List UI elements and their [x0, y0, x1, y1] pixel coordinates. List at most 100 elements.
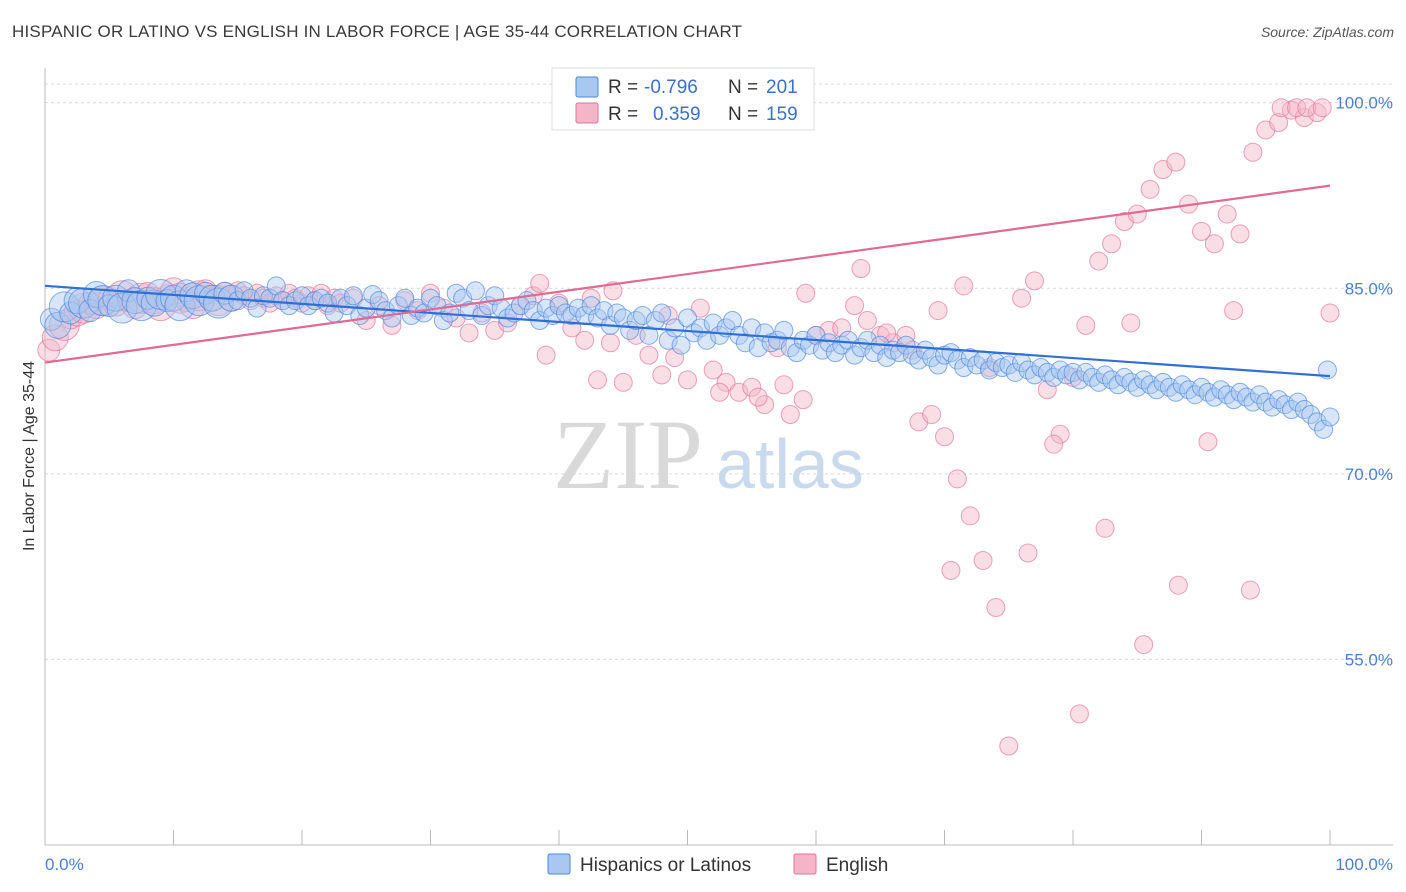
english-point [603, 281, 623, 301]
english-point [1230, 224, 1250, 244]
y-tick-labels: 55.0% 70.0% 85.0% 100.0% [1335, 94, 1393, 670]
english-point [729, 382, 749, 402]
english-point [1217, 204, 1237, 224]
hispanic-point [1153, 372, 1173, 392]
english-point [1224, 301, 1244, 321]
legend-n-label-hispanic: N = [728, 77, 758, 98]
hispanic-point [658, 330, 678, 350]
legend-r-value-hispanic: -0.796 [644, 77, 698, 98]
english-point [1269, 113, 1289, 133]
hispanic-point [279, 296, 299, 316]
y-axis-title: In Labor Force | Age 35-44 [21, 361, 38, 551]
english-point [588, 370, 608, 390]
hispanic-point [1114, 367, 1134, 387]
english-point [742, 377, 762, 397]
english-point [1121, 313, 1141, 333]
english-point [678, 370, 697, 390]
english-point [954, 276, 974, 296]
english-point [941, 560, 961, 580]
hispanic-point [1095, 365, 1115, 385]
hispanic-point [421, 288, 440, 308]
english-point [600, 333, 620, 353]
hispanic-point [581, 296, 601, 316]
english-point [1037, 380, 1057, 400]
english-trend-line [44, 184, 1331, 364]
hispanic-point [164, 290, 196, 322]
hispanic-point [1134, 370, 1154, 390]
hispanic-points [39, 276, 1340, 439]
hispanic-point [311, 288, 331, 308]
legend-r-label-hispanic: R = [608, 77, 638, 98]
hispanic-point [395, 288, 415, 308]
english-point [796, 283, 816, 303]
hispanic-point [774, 320, 794, 340]
hispanic-point [39, 307, 63, 331]
legend-n-label-english: N = [728, 104, 758, 125]
hispanic-point [915, 340, 935, 360]
hispanic-point [247, 298, 267, 318]
english-point [1312, 98, 1332, 118]
english-point [311, 283, 331, 303]
english-point [1204, 234, 1224, 254]
english-point [1271, 98, 1291, 118]
english-point [530, 273, 550, 293]
bottom-legend-swatch-hispanic [547, 853, 571, 875]
english-point [1134, 635, 1154, 655]
english-point [1018, 543, 1038, 563]
english-point [877, 323, 897, 343]
english-point [1243, 142, 1263, 162]
english-point [851, 259, 871, 279]
english-point [1320, 303, 1340, 323]
english-point [1102, 234, 1122, 254]
hispanic-trend-line [44, 284, 1331, 378]
hispanic-point [1314, 419, 1334, 439]
hispanic-point [1211, 380, 1231, 400]
hispanic-point [607, 303, 627, 323]
legend-n-value-english: 159 [766, 104, 798, 125]
axes [44, 68, 1393, 846]
english-point [1024, 271, 1044, 291]
hispanic-point [1192, 377, 1211, 397]
english-point [928, 301, 948, 321]
y-tick-label: 85.0% [1345, 279, 1393, 298]
hispanic-point [710, 325, 730, 345]
english-point [832, 318, 852, 338]
english-point [999, 736, 1019, 756]
hispanic-point [665, 318, 685, 338]
legend-swatch-hispanic [575, 76, 599, 98]
bottom-legend-swatch-english [793, 853, 817, 875]
english-point [973, 550, 993, 570]
y-tick-label: 55.0% [1345, 650, 1393, 669]
hispanic-point [1317, 360, 1337, 380]
hispanic-point [1031, 357, 1051, 377]
english-point [575, 330, 595, 350]
english-point [703, 360, 723, 380]
hispanic-point [1172, 375, 1192, 395]
english-point [947, 469, 967, 489]
legend-r-label-english: R = [608, 104, 638, 125]
english-point [748, 387, 768, 407]
english-point [1166, 152, 1186, 172]
english-point [845, 296, 865, 316]
hispanic-point [318, 293, 338, 313]
hispanic-point [1249, 385, 1269, 405]
legend-r-value-english: 0.359 [653, 104, 701, 125]
hispanic-point [549, 296, 569, 316]
watermark: ZIP atlas [553, 399, 864, 510]
english-point [755, 395, 775, 415]
chart-title: HISPANIC OR LATINO VS ENGLISH IN LABOR F… [12, 22, 743, 41]
bottom-legend-label-english: English [826, 855, 888, 876]
hispanic-point [194, 281, 218, 305]
english-point [459, 323, 479, 343]
english-point [1168, 575, 1188, 595]
hispanic-point [742, 318, 762, 338]
english-point [1192, 221, 1211, 241]
x-tick-label-min: 0.0% [45, 855, 84, 874]
english-point [1287, 98, 1307, 118]
hispanic-point [465, 281, 485, 301]
legend-swatch-english [575, 102, 599, 124]
legend-n-value-hispanic: 201 [766, 77, 798, 98]
english-point [780, 404, 800, 424]
english-point [935, 427, 954, 447]
